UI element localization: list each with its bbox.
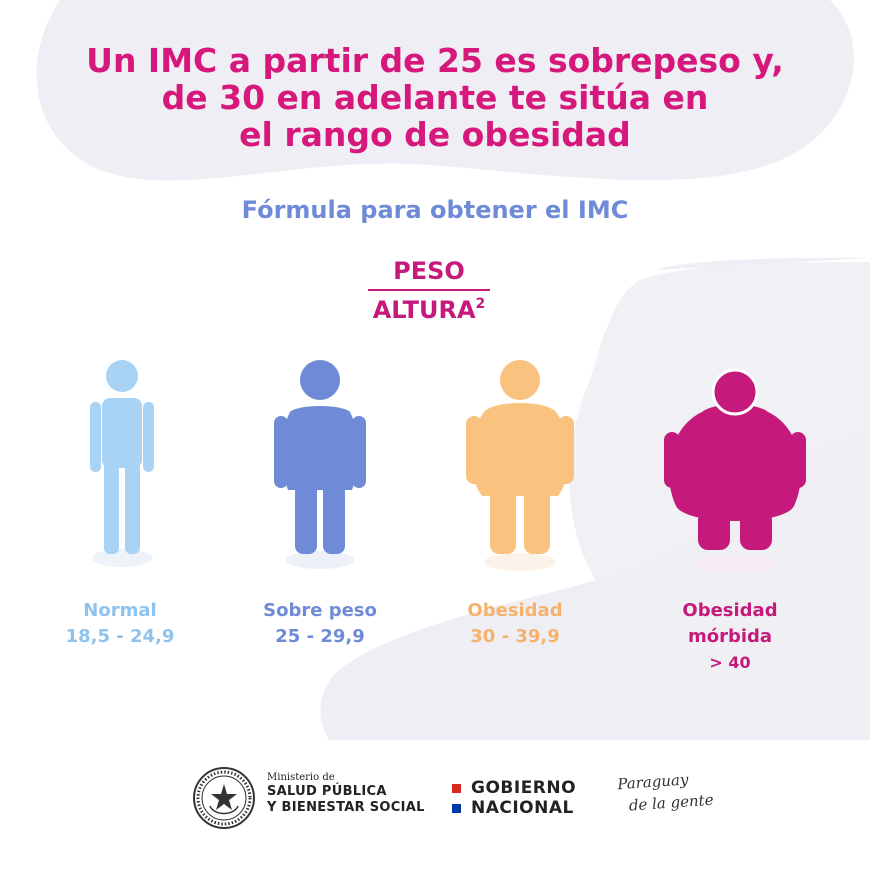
- headline-line-2: de 30 en adelante te sitúa en: [161, 78, 709, 117]
- figures-row: [0, 350, 870, 590]
- formula-title: Fórmula para obtener el IMC: [241, 196, 629, 224]
- fraction-bar: [368, 289, 490, 291]
- gobierno-line-1: GOBIERNO: [471, 778, 577, 798]
- category-range: 30 - 39,9: [470, 626, 560, 647]
- shadow-morb: [695, 555, 775, 573]
- headline-line-1: Un IMC a partir de 25 es sobrepeso y,: [86, 41, 784, 80]
- category-range: 25 - 29,9: [275, 626, 365, 647]
- category-label: Obesidad: [467, 600, 563, 621]
- category-normal: Normal 18,5 - 24,9: [45, 598, 195, 650]
- category-range: 18,5 - 24,9: [65, 626, 175, 647]
- person-normal-icon: [90, 360, 154, 554]
- category-label: Sobre peso: [263, 600, 377, 621]
- ministry-name-line-1: SALUD PÚBLICA: [267, 784, 387, 799]
- person-obese-icon: [466, 360, 574, 554]
- headline-line-3: el rango de obesidad: [239, 115, 631, 154]
- category-label: Normal: [83, 600, 157, 621]
- shadow-obes: [484, 553, 556, 571]
- category-label-line-1: Obesidad: [682, 600, 778, 621]
- category-obesidad: Obesidad 30 - 39,9: [440, 598, 590, 650]
- flag-blue-square-icon: [452, 803, 461, 813]
- shadow-sobre: [286, 551, 354, 569]
- ministry-name-line-2: Y BIENESTAR SOCIAL: [267, 800, 425, 815]
- headline: Un IMC a partir de 25 es sobrepeso y, de…: [0, 42, 870, 153]
- formula-exponent: 2: [475, 296, 486, 312]
- flag-red-square-icon: [452, 783, 461, 793]
- person-morbid-obese-icon: [664, 368, 806, 550]
- category-sobre-peso: Sobre peso 25 - 29,9: [245, 598, 395, 650]
- denominator-text: ALTURA: [372, 296, 476, 324]
- formula-numerator: PESO: [393, 257, 465, 285]
- gobierno-nacional-logo: GOBIERNO NACIONAL: [452, 778, 576, 818]
- bmi-formula: PESO ALTURA2: [368, 256, 490, 325]
- category-range: > 40: [709, 653, 751, 672]
- ministry-logo-text: Ministerio de SALUD PÚBLICA Y BIENESTAR …: [267, 772, 425, 816]
- formula-denominator: ALTURA2: [368, 295, 490, 325]
- paraguay-de-la-gente-logo: Paraguay de la gente: [617, 767, 715, 818]
- gobierno-line-2: NACIONAL: [471, 798, 574, 818]
- footer-logos: Ministerio de SALUD PÚBLICA Y BIENESTAR …: [0, 752, 870, 842]
- top-blob: [36, 0, 854, 181]
- national-seal-icon: [193, 767, 255, 829]
- ministry-small-label: Ministerio de: [267, 772, 335, 783]
- category-obesidad-morbida: Obesidad mórbida > 40: [655, 598, 805, 676]
- shadow-normal: [92, 549, 152, 567]
- person-overweight-icon: [274, 360, 366, 554]
- category-label-line-2: mórbida: [687, 626, 773, 647]
